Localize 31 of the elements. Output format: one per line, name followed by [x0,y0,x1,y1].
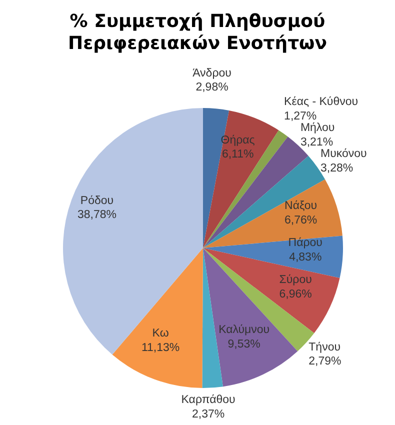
data-label: 6,11% [222,148,254,161]
slice-label: Νάξου [284,200,318,212]
chart-title: % Συμμετοχή Πληθυσμού Περιφερειακών Ενοτήτων [67,11,328,55]
slice-label: Πάρου [288,237,322,250]
data-label: 2,79% [308,356,342,368]
pie-slice [112,248,203,388]
data-label: 2,98% [196,82,228,94]
data-label: 9,53% [228,338,260,351]
pie-slice [63,108,203,355]
pie-slice [203,179,342,248]
slice-label: Καρπάθου [181,394,236,406]
pie-slice [203,248,340,334]
slice-label: Μήλου [300,122,335,134]
slice-label: Ρόδου [80,194,114,207]
slice-label: Μυκόνου [320,148,367,160]
slice-label: Κω [152,328,169,340]
pie-slice [203,110,279,248]
data-label: 2,37% [192,408,225,421]
slice-label: Σύρου [279,274,312,286]
data-label: 6,76% [284,214,318,226]
data-label: 1,27% [284,110,317,123]
slice-label: Κέας - Κύθνου [284,96,358,108]
data-label: 11,13% [141,342,180,354]
data-label: 3,28% [320,162,354,175]
data-label: 38,78% [78,209,117,222]
slice-label: Καλύμνου [218,324,270,336]
data-label: 6,96% [279,288,312,301]
data-label: 3,21% [300,136,334,149]
data-label: 4,83% [289,252,322,264]
slice-label: Άνδρου [192,67,232,80]
slice-label: Τήνου [308,341,341,354]
